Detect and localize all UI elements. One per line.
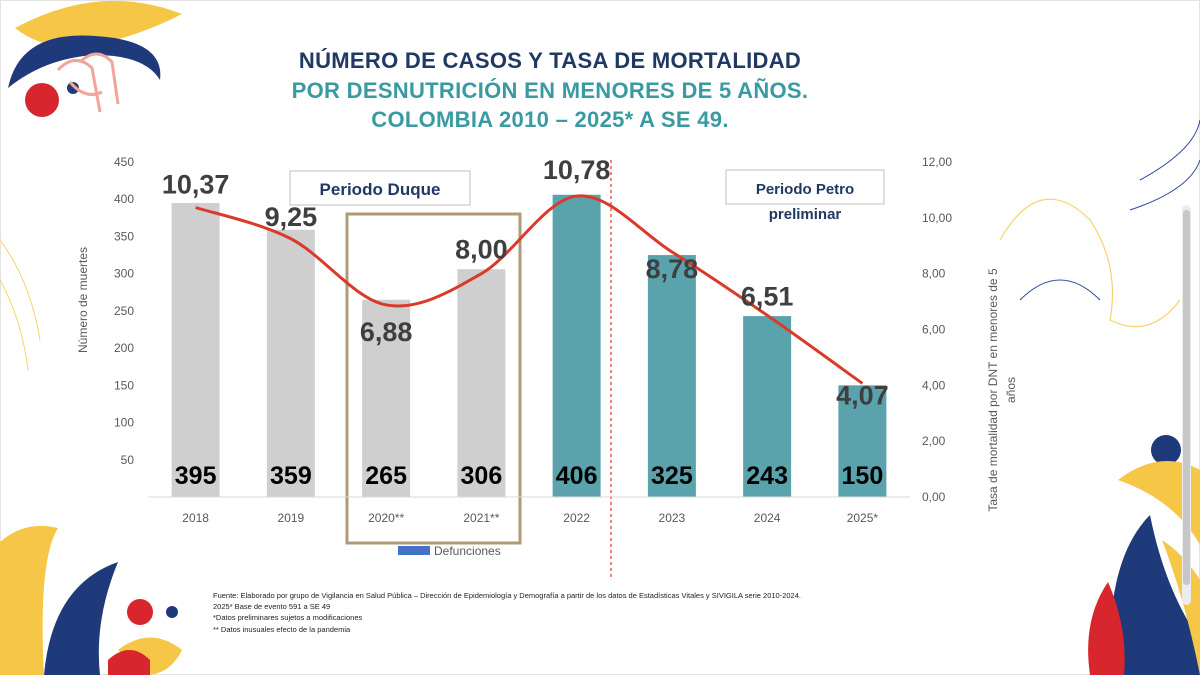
y-tick-label: 50 [121, 453, 135, 467]
deco-red-dot-bottom-left [127, 599, 153, 625]
y-tick-label: 300 [114, 267, 134, 281]
deco-navy-dot-right [1151, 435, 1181, 465]
y-tick-label: 450 [114, 155, 134, 169]
deco-thin-navy-lines-right [1129, 119, 1200, 211]
bar-value-label-2023: 325 [651, 462, 693, 490]
deco-red-arc-bottom-left [108, 650, 150, 675]
petro-label-line-2: preliminar [769, 206, 842, 223]
x-tick-label: 2025* [847, 511, 879, 525]
y2-tick-label: 8,00 [922, 267, 946, 281]
deco-red-wave-right [1088, 582, 1125, 675]
bar-value-label-2024: 243 [746, 462, 788, 490]
bar-2025 [838, 385, 887, 497]
rate-label-2022: 10,78 [543, 155, 611, 185]
title-line-1: NÚMERO DE CASOS Y TASA DE MORTALIDAD [298, 48, 802, 73]
duque-label: Periodo Duque [320, 180, 441, 199]
y-tick-label: 350 [114, 229, 134, 243]
rate-line [195, 194, 864, 385]
rate-label-2024: 6,51 [741, 281, 794, 311]
deco-navy-dot-top [67, 82, 79, 94]
y-tick-label: 250 [114, 304, 134, 318]
bar-2022 [552, 194, 601, 497]
scrollbar-thumb[interactable] [1183, 210, 1190, 585]
rate-label-2025: 4,07 [836, 380, 889, 410]
bar-2021 [457, 269, 506, 497]
y-axis-title: Número de muertes [76, 247, 90, 353]
deco-navy-wave-right [1109, 515, 1200, 675]
bar-value-label-2021: 306 [461, 462, 503, 490]
deco-navy-dot-bottom-left [166, 606, 178, 618]
y2-axis-title-line-2: años [1004, 377, 1018, 403]
bar-value-label-2022: 406 [556, 462, 598, 490]
x-tick-label: 2019 [278, 511, 305, 525]
bar-2019 [266, 229, 315, 497]
bar-2024 [743, 316, 792, 497]
y-tick-label: 100 [114, 416, 134, 430]
deco-thin-yellow-lines-left [0, 239, 41, 371]
footnote-preliminary: *Datos preliminares sujetos a modificaci… [213, 613, 363, 622]
x-tick-label: 2021** [463, 511, 499, 525]
deco-yellow-wave-right [1118, 461, 1200, 545]
rate-label-2019: 9,25 [265, 202, 318, 232]
deco-thin-yellow-loop-right [999, 198, 1181, 328]
deco-navy-wave-bottom-left [44, 562, 118, 675]
deco-yellow-wave-top [15, 0, 182, 48]
x-tick-label: 2018 [182, 511, 209, 525]
petro-label-box [725, 169, 885, 205]
y2-tick-label: 4,00 [922, 378, 946, 392]
bar-value-label-2019: 359 [270, 462, 312, 490]
deco-navy-wave-top [8, 35, 161, 88]
duque-label-box [289, 170, 471, 206]
bar-2020 [362, 299, 411, 497]
x-tick-label: 2020** [368, 511, 404, 525]
y2-tick-label: 10,00 [922, 211, 952, 225]
x-tick-label: 2022 [563, 511, 590, 525]
rate-label-2023: 8,78 [646, 254, 699, 284]
deco-yellow-wave-bottom-left [0, 525, 58, 675]
deco-red-dot-top [25, 83, 59, 117]
legend-label-defunciones: Defunciones [434, 544, 501, 558]
bar-2018 [171, 202, 220, 497]
footnote-pandemic: ** Datos inusuales efecto de la pandemia [213, 625, 351, 634]
y2-tick-label: 12,00 [922, 155, 952, 169]
legend-swatch-defunciones [398, 546, 430, 555]
deco-thin-navy-arc-right [1019, 279, 1101, 301]
y2-tick-label: 0,00 [922, 490, 946, 504]
bar-value-label-2020: 265 [365, 462, 407, 490]
title-line-2: POR DESNUTRICIÓN EN MENORES DE 5 AÑOS. [291, 78, 809, 103]
y2-tick-label: 2,00 [922, 434, 946, 448]
deco-yellow-arc-bottom-left [118, 637, 182, 675]
y-tick-label: 150 [114, 378, 134, 392]
x-tick-label: 2024 [754, 511, 781, 525]
footnote-source: Fuente: Elaborado por grupo de Vigilanci… [213, 591, 801, 600]
rate-label-2020: 6,88 [360, 317, 413, 347]
title-line-3: COLOMBIA 2010 – 2025* A SE 49. [371, 107, 729, 132]
bar-value-label-2018: 395 [175, 462, 217, 490]
bar-value-label-2025: 150 [842, 462, 884, 490]
y2-tick-label: 6,00 [922, 323, 946, 337]
y-tick-label: 200 [114, 341, 134, 355]
y2-axis-title-line-1: Tasa de mortalidad por DNT en menores de… [986, 268, 1000, 512]
y-tick-label: 400 [114, 192, 134, 206]
rate-label-2018: 10,37 [162, 170, 230, 200]
bar-2023 [647, 255, 696, 497]
petro-label-line-1: Periodo Petro [756, 181, 854, 198]
x-tick-label: 2023 [659, 511, 686, 525]
rate-label-2021: 8,00 [455, 235, 508, 265]
deco-clip-lines [56, 52, 120, 113]
footnote-base: 2025* Base de evento 591 a SE 49 [213, 602, 331, 611]
duque-period-box [345, 212, 522, 545]
